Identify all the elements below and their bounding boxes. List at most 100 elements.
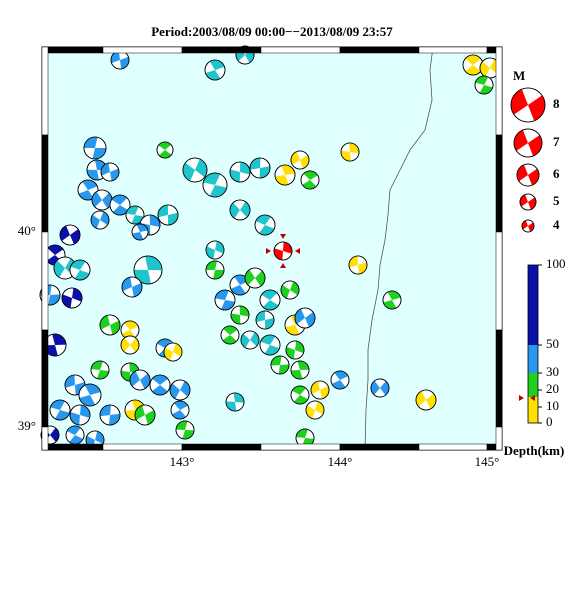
beachball-outline: [290, 150, 310, 170]
beachball-lune: [205, 59, 225, 81]
beachball-lune: [91, 360, 109, 380]
beachball-outline: [170, 400, 190, 420]
lat-label: 39°: [18, 418, 36, 433]
beachball-outline: [474, 75, 494, 95]
beachball-outline: [182, 157, 208, 183]
depth-tick-label: 20: [546, 381, 559, 396]
beachball-outline: [290, 385, 310, 405]
beachball-outline: [230, 305, 250, 325]
magnitude-label: 7: [553, 134, 560, 149]
beachball-lune: [520, 194, 536, 210]
coastline: [364, 46, 434, 451]
beachball-outline: [175, 420, 195, 440]
beachball-outline: [220, 325, 240, 345]
depth-tick-label: 100: [546, 256, 566, 271]
depth-bar-border: [527, 264, 539, 424]
beachball-outline: [415, 389, 437, 411]
beachball-lune: [203, 173, 227, 198]
beachball-lune: [132, 224, 148, 240]
depth-band: [528, 345, 538, 373]
beachball-lune: [222, 325, 238, 345]
beachball-outline: [259, 334, 281, 356]
beachball-outline: [294, 307, 316, 329]
beachball-lune: [245, 269, 266, 287]
frame-segment: [418, 443, 488, 451]
beachball-lune: [296, 429, 314, 447]
beachball-lune: [126, 205, 144, 224]
beachball-lune: [331, 371, 349, 389]
beachball-outline: [513, 128, 543, 158]
beachball-lune: [101, 163, 119, 181]
frame-segment: [260, 443, 341, 451]
beachball-outline: [49, 399, 71, 421]
beachball-outline: [305, 400, 325, 420]
beachball-outline: [204, 59, 226, 81]
beachball-outline: [519, 193, 537, 211]
frame-segment: [41, 231, 49, 331]
beachball-outline: [120, 335, 140, 355]
beachball-lune: [135, 405, 156, 425]
beachball-lune: [182, 159, 207, 181]
beachball-lune: [62, 288, 82, 308]
beachball-outline: [370, 378, 390, 398]
beachball-lune: [292, 386, 308, 404]
beachball-lune: [110, 51, 129, 69]
frame-segment: [418, 46, 488, 54]
beachball-lune: [230, 201, 250, 219]
beachball-lune: [517, 164, 539, 186]
beachball-outline: [90, 210, 110, 230]
frame-segment: [181, 46, 262, 54]
beachball-outline: [78, 383, 102, 407]
frame-segment: [181, 443, 262, 451]
beachball-lune: [50, 400, 70, 420]
beachball-lune: [70, 259, 90, 280]
frame-segment: [41, 46, 49, 136]
beachball-lune: [255, 215, 275, 235]
beachball-outline: [131, 223, 149, 241]
beachball-lune: [121, 337, 139, 353]
beachball-lune: [275, 164, 295, 185]
beachball-lune: [280, 281, 299, 299]
beachball-lune: [480, 59, 500, 77]
depth-tick-label: 0: [546, 414, 553, 429]
beachball-lune: [256, 311, 274, 329]
depth-band: [528, 265, 538, 345]
beachball-lune: [152, 375, 168, 396]
focal-mechanisms: [39, 45, 501, 450]
beachball-lune: [225, 393, 244, 411]
beachball-outline: [99, 404, 121, 426]
beachball-lune: [44, 334, 66, 356]
beachball-outline: [134, 404, 156, 426]
beachball-lune: [84, 137, 106, 159]
beachball-lune: [261, 290, 279, 310]
beachball-lune: [121, 321, 139, 339]
beachball-outline: [274, 164, 296, 186]
beachball-outline: [229, 161, 251, 183]
beachball-outline: [205, 260, 225, 280]
beachball-lune: [90, 211, 109, 229]
beachball-outline: [214, 289, 236, 311]
frame-segment: [339, 443, 420, 451]
beachball-lune: [371, 380, 389, 396]
beachball-outline: [77, 179, 99, 201]
beachball-outline: [290, 360, 310, 380]
beachball-lune: [78, 180, 98, 200]
beachball-outline: [521, 219, 535, 233]
beachball-lune: [311, 381, 329, 399]
beachball-lune: [133, 256, 163, 284]
frame-segment: [260, 46, 341, 54]
beachball-outline: [100, 162, 120, 182]
beachball-outline: [109, 194, 131, 216]
frame-segment: [102, 443, 183, 451]
beachball-outline: [39, 284, 61, 306]
beachball-outline: [510, 87, 546, 123]
beachball-lune: [122, 277, 142, 297]
magnitude-label: 5: [553, 193, 560, 208]
beachball-outline: [129, 369, 151, 391]
beachball-outline: [69, 259, 91, 281]
frame-segment: [495, 426, 503, 451]
depth-label: Depth(km): [504, 443, 565, 458]
beachball-lune: [230, 275, 250, 295]
beachball-outline: [90, 360, 110, 380]
marker-triangle: [295, 248, 300, 254]
